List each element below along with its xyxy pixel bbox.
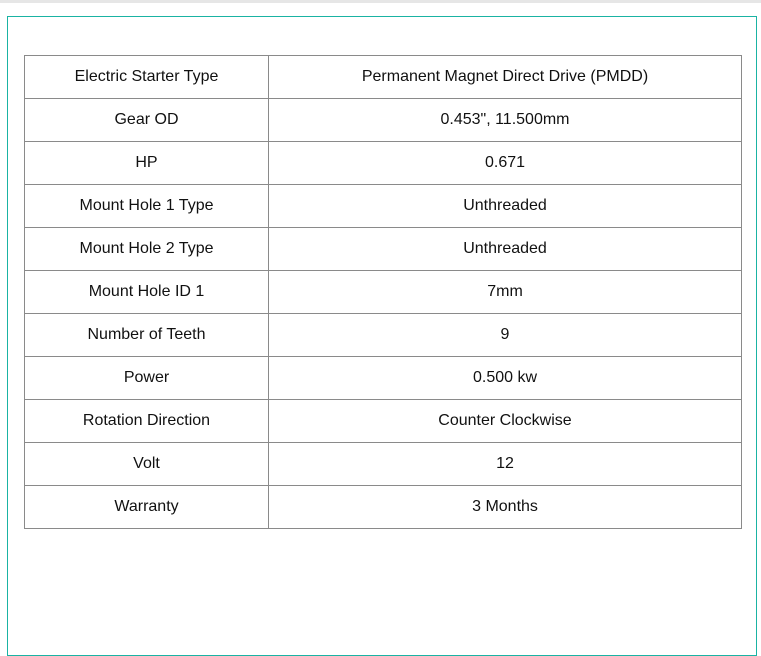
table-row: Electric Starter Type Permanent Magnet Di…: [24, 55, 742, 99]
spec-label: Power: [24, 356, 269, 400]
spec-label: Rotation Direction: [24, 399, 269, 443]
table-row: Warranty 3 Months: [24, 485, 742, 529]
table-row: Mount Hole 2 Type Unthreaded: [24, 227, 742, 271]
spec-value: Unthreaded: [268, 227, 742, 271]
table-row: Mount Hole 1 Type Unthreaded: [24, 184, 742, 228]
spec-label: Electric Starter Type: [24, 55, 269, 99]
specs-table: Electric Starter Type Permanent Magnet Di…: [24, 55, 742, 529]
spec-value: Permanent Magnet Direct Drive (PMDD): [268, 55, 742, 99]
spec-value: Counter Clockwise: [268, 399, 742, 443]
spec-label: Mount Hole ID 1: [24, 270, 269, 314]
spec-label: Gear OD: [24, 98, 269, 142]
spec-value: 0.453", 11.500mm: [268, 98, 742, 142]
table-row: Gear OD 0.453", 11.500mm: [24, 98, 742, 142]
spec-label: Warranty: [24, 485, 269, 529]
table-row: Volt 12: [24, 442, 742, 486]
spec-value: 12: [268, 442, 742, 486]
spec-value: Unthreaded: [268, 184, 742, 228]
spec-value: 3 Months: [268, 485, 742, 529]
spec-label: Volt: [24, 442, 269, 486]
table-row: Rotation Direction Counter Clockwise: [24, 399, 742, 443]
top-bar: [0, 0, 761, 3]
spec-value: 9: [268, 313, 742, 357]
spec-value: 7mm: [268, 270, 742, 314]
table-row: Number of Teeth 9: [24, 313, 742, 357]
table-row: Power 0.500 kw: [24, 356, 742, 400]
spec-label: HP: [24, 141, 269, 185]
spec-label: Number of Teeth: [24, 313, 269, 357]
table-row: Mount Hole ID 1 7mm: [24, 270, 742, 314]
spec-value: 0.500 kw: [268, 356, 742, 400]
spec-label: Mount Hole 1 Type: [24, 184, 269, 228]
spec-label: Mount Hole 2 Type: [24, 227, 269, 271]
spec-value: 0.671: [268, 141, 742, 185]
table-row: HP 0.671: [24, 141, 742, 185]
